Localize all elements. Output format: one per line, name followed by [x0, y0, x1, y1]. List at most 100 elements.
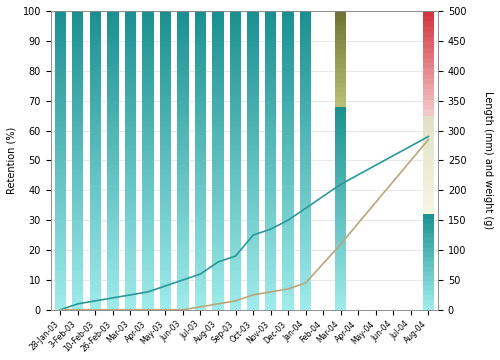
Bar: [160, 71, 171, 76]
Bar: [54, 121, 66, 126]
Bar: [160, 240, 171, 245]
Bar: [107, 81, 118, 86]
Bar: [335, 73, 346, 78]
Bar: [282, 170, 294, 175]
Bar: [335, 184, 346, 188]
Bar: [282, 41, 294, 46]
Bar: [124, 31, 136, 36]
Bar: [300, 225, 312, 230]
Bar: [282, 140, 294, 145]
Bar: [178, 255, 188, 260]
Bar: [124, 140, 136, 145]
Bar: [248, 305, 259, 310]
Bar: [160, 51, 171, 56]
Bar: [90, 105, 101, 111]
Bar: [54, 300, 66, 305]
Bar: [212, 295, 224, 300]
Bar: [212, 255, 224, 260]
Bar: [422, 68, 434, 74]
Bar: [72, 215, 84, 220]
Bar: [72, 31, 84, 36]
Bar: [282, 76, 294, 81]
Bar: [248, 126, 259, 131]
Bar: [195, 36, 206, 41]
Bar: [195, 260, 206, 265]
Bar: [422, 145, 434, 150]
Bar: [422, 209, 434, 214]
Bar: [90, 255, 101, 260]
Bar: [142, 165, 154, 170]
Bar: [248, 86, 259, 91]
Bar: [54, 96, 66, 100]
Bar: [160, 255, 171, 260]
Bar: [300, 235, 312, 240]
Bar: [90, 31, 101, 36]
Bar: [72, 51, 84, 56]
Bar: [142, 210, 154, 215]
Bar: [335, 212, 346, 215]
Bar: [335, 87, 346, 92]
Bar: [54, 230, 66, 235]
Bar: [230, 91, 241, 96]
Bar: [195, 51, 206, 56]
Bar: [248, 145, 259, 150]
Bar: [265, 11, 276, 16]
Bar: [335, 171, 346, 174]
Bar: [195, 265, 206, 270]
Bar: [124, 295, 136, 300]
Bar: [90, 170, 101, 175]
Bar: [335, 191, 346, 195]
Bar: [335, 113, 346, 117]
Bar: [422, 27, 434, 32]
Bar: [335, 137, 346, 140]
Bar: [282, 300, 294, 305]
Bar: [195, 190, 206, 195]
Bar: [160, 165, 171, 170]
Bar: [178, 235, 188, 240]
Bar: [54, 175, 66, 180]
Bar: [230, 220, 241, 225]
Bar: [54, 36, 66, 41]
Bar: [265, 161, 276, 165]
Bar: [195, 285, 206, 290]
Bar: [212, 105, 224, 111]
Bar: [90, 250, 101, 255]
Bar: [212, 140, 224, 145]
Bar: [248, 230, 259, 235]
Bar: [160, 86, 171, 91]
Bar: [265, 100, 276, 105]
Bar: [124, 285, 136, 290]
Bar: [335, 120, 346, 123]
Bar: [54, 210, 66, 215]
Bar: [72, 56, 84, 61]
Bar: [72, 300, 84, 305]
Bar: [107, 170, 118, 175]
Bar: [160, 26, 171, 31]
Bar: [107, 131, 118, 135]
Bar: [230, 235, 241, 240]
Bar: [335, 49, 346, 54]
Bar: [160, 96, 171, 100]
Bar: [265, 250, 276, 255]
Bar: [212, 210, 224, 215]
Bar: [422, 32, 434, 37]
Bar: [265, 150, 276, 156]
Bar: [107, 56, 118, 61]
Bar: [265, 51, 276, 56]
Bar: [335, 11, 346, 16]
Bar: [195, 56, 206, 61]
Bar: [282, 145, 294, 150]
Bar: [230, 210, 241, 215]
Bar: [265, 280, 276, 285]
Bar: [422, 121, 434, 125]
Bar: [335, 157, 346, 161]
Bar: [160, 150, 171, 156]
Bar: [142, 96, 154, 100]
Bar: [178, 26, 188, 31]
Bar: [265, 285, 276, 290]
Bar: [248, 66, 259, 71]
Bar: [265, 275, 276, 280]
Bar: [212, 111, 224, 116]
Bar: [265, 140, 276, 145]
Bar: [160, 66, 171, 71]
